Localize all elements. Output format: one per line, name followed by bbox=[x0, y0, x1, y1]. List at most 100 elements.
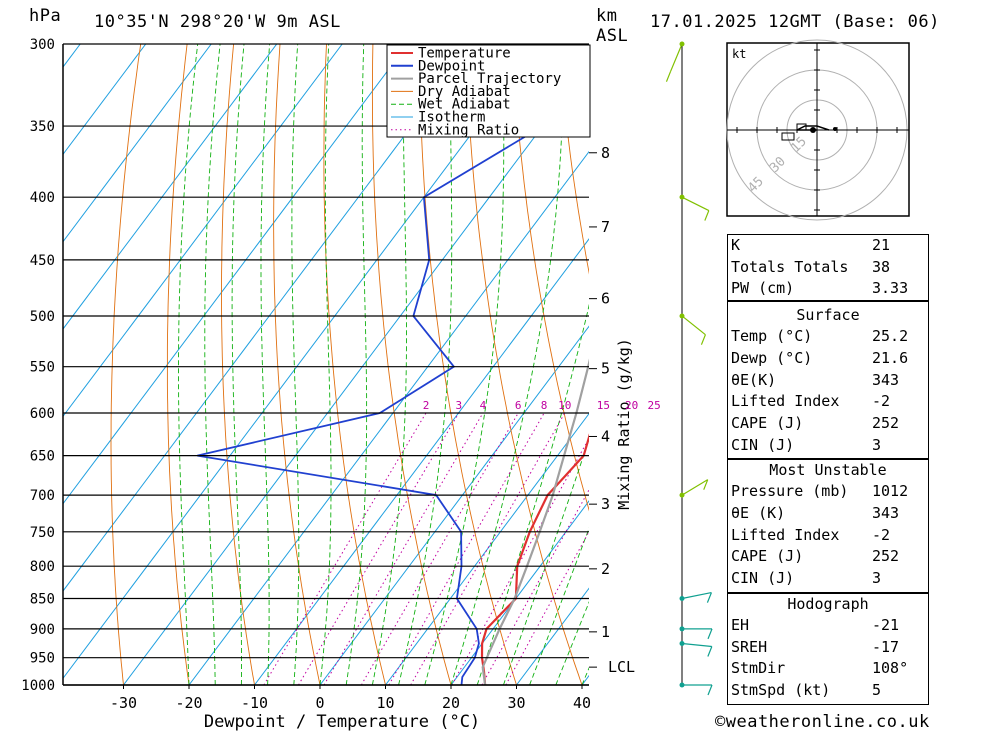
hodograph-index-label: SREH bbox=[731, 637, 768, 656]
hodograph-marker bbox=[781, 132, 795, 141]
wind-barb-flag bbox=[703, 479, 709, 490]
pressure-tick-label: 800 bbox=[30, 559, 55, 575]
wind-barb-flag bbox=[706, 592, 712, 603]
surface-index-label: θE(K) bbox=[731, 370, 777, 389]
hodograph-index-value: 108° bbox=[872, 659, 909, 678]
height-tick-label: 2 bbox=[601, 560, 610, 578]
hodograph-index-value: 5 bbox=[872, 680, 882, 699]
wind-barb-flag bbox=[665, 71, 672, 82]
temperature-tick-label: 0 bbox=[315, 694, 324, 712]
copyright-footer: ©weatheronline.co.uk bbox=[715, 712, 930, 732]
surface-index-label: Dewp (°C) bbox=[731, 348, 813, 367]
surface-index-label: CIN (J) bbox=[731, 436, 795, 454]
height-tick-label: 6 bbox=[601, 290, 610, 308]
general-index-value: 38 bbox=[872, 257, 891, 276]
surface-index-value: 21.6 bbox=[872, 348, 909, 367]
location-title: 10°35'N 298°20'W 9m ASL bbox=[94, 12, 341, 32]
hodograph-index-label: EH bbox=[731, 616, 750, 634]
wet-adiabat-line bbox=[178, 44, 199, 685]
wet-adiabat-line bbox=[260, 44, 271, 685]
wet-adiabat-line bbox=[231, 44, 245, 685]
wind-barb-flag bbox=[700, 334, 706, 345]
surface-index-value: -2 bbox=[872, 392, 891, 411]
mixing-ratio-axis-title: Mixing Ratio (g/kg) bbox=[615, 338, 633, 510]
most-unstable-box bbox=[727, 458, 929, 594]
temperature-tick-label: 20 bbox=[442, 694, 460, 712]
pressure-tick-label: 1000 bbox=[21, 678, 55, 694]
wind-barb-flag bbox=[707, 628, 713, 640]
most-unstable-index-label: θE (K) bbox=[731, 503, 786, 522]
wind-barb-shaft bbox=[681, 196, 710, 212]
pressure-tick-label: 500 bbox=[30, 309, 55, 325]
surface-index-label: Temp (°C) bbox=[731, 327, 813, 345]
isotherm-line bbox=[63, 44, 343, 418]
most-unstable-index-label: CAPE (J) bbox=[731, 547, 804, 566]
wet-adiabat-line bbox=[345, 44, 368, 685]
wet-adiabat-line bbox=[204, 44, 221, 685]
pressure-tick-label: 950 bbox=[30, 651, 55, 667]
hodograph-marker bbox=[796, 123, 807, 131]
wind-barb-shaft bbox=[681, 592, 712, 600]
height-tick-label: 3 bbox=[601, 495, 610, 513]
mixing-ratio-line bbox=[388, 412, 545, 685]
temperature-tick-label: 30 bbox=[507, 694, 525, 712]
temperature-tick-label: 40 bbox=[573, 694, 591, 712]
pressure-unit-label: hPa bbox=[29, 6, 62, 26]
surface-box bbox=[727, 300, 929, 460]
mixing-ratio-value-label: 6 bbox=[515, 399, 522, 412]
legend-entry-label: Parcel Trajectory bbox=[418, 71, 561, 87]
mixing-ratio-value-label: 4 bbox=[480, 399, 487, 412]
height-tick-label: 8 bbox=[601, 144, 610, 162]
mixing-ratio-value-label: 15 bbox=[597, 399, 610, 412]
wet-adiabat-line bbox=[291, 44, 300, 685]
surface-index-label: Lifted Index bbox=[731, 392, 840, 411]
pressure-tick-label: 600 bbox=[30, 406, 55, 422]
surface-index-value: 252 bbox=[872, 414, 900, 433]
hodograph-index-value: -21 bbox=[872, 616, 900, 634]
general-index-label: K bbox=[731, 236, 741, 254]
pressure-tick-label: 450 bbox=[30, 253, 55, 269]
height-tick-label: LCL bbox=[608, 658, 635, 676]
surface-index-value: 25.2 bbox=[872, 327, 909, 345]
pressure-tick-label: 400 bbox=[30, 190, 55, 206]
pressure-tick-label: 550 bbox=[30, 360, 55, 376]
hodograph-stats-box bbox=[727, 592, 929, 705]
isotherm-line bbox=[63, 44, 212, 243]
datetime-title: 17.01.2025 12GMT (Base: 06) bbox=[650, 12, 940, 32]
legend-entry-label: Isotherm bbox=[418, 110, 485, 126]
hodograph-section-title: Hodograph bbox=[787, 595, 869, 613]
isotherm-line bbox=[63, 44, 278, 330]
most-unstable-index-value: 343 bbox=[872, 503, 900, 522]
surface-section-title: Surface bbox=[796, 306, 860, 324]
mixing-ratio-value-label: 3 bbox=[456, 399, 463, 412]
legend-entry-label: Mixing Ratio bbox=[418, 122, 519, 138]
wet-adiabat-line bbox=[371, 44, 407, 685]
mixing-ratio-value-label: 8 bbox=[541, 399, 548, 412]
most-unstable-index-value: -2 bbox=[872, 525, 891, 544]
most-unstable-section-title: Most Unstable bbox=[769, 461, 887, 479]
most-unstable-index-value: 3 bbox=[872, 569, 882, 588]
isotherm-line bbox=[63, 44, 147, 156]
hodograph-storm-dot bbox=[810, 127, 816, 133]
pressure-tick-label: 850 bbox=[30, 591, 55, 607]
surface-index-label: CAPE (J) bbox=[731, 414, 804, 433]
most-unstable-index-value: 1012 bbox=[872, 482, 909, 500]
height-tick-label: 7 bbox=[601, 218, 610, 236]
wind-barb-flag bbox=[704, 210, 710, 221]
legend-entry-label: Dry Adiabat bbox=[418, 84, 511, 100]
pressure-tick-label: 650 bbox=[30, 449, 55, 465]
legend-box bbox=[386, 44, 591, 138]
wind-barb-flag bbox=[707, 684, 713, 696]
height-tick-label: 1 bbox=[601, 623, 610, 641]
wet-adiabat-line bbox=[319, 44, 332, 685]
legend-entry-label: Wet Adiabat bbox=[418, 97, 511, 113]
pressure-tick-label: 750 bbox=[30, 525, 55, 541]
legend-entry-label: Dewpoint bbox=[418, 58, 485, 74]
mixing-ratio-value-label: 2 bbox=[423, 399, 430, 412]
most-unstable-index-label: Lifted Index bbox=[731, 525, 840, 544]
most-unstable-index-label: Pressure (mb) bbox=[731, 482, 849, 500]
x-axis-title: Dewpoint / Temperature (°C) bbox=[204, 712, 480, 732]
